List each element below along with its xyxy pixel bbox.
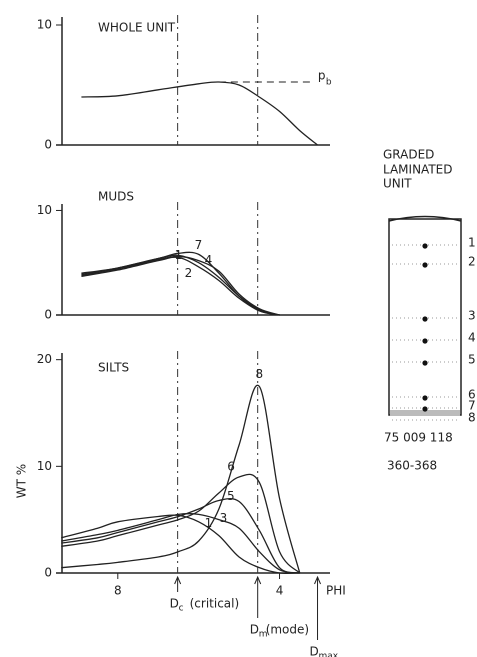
sample-dot [422,338,428,344]
curve-label: 6 [227,460,235,474]
sample-dot [422,360,428,366]
y-axis-label: WT % [15,464,29,498]
y-tick-label: 10 [37,18,52,32]
sample-id: 75 009 118 [384,431,453,445]
curve-label: 4 [205,253,213,267]
x-axis-label: PHI [326,584,346,598]
curve [61,514,300,575]
marker-note: (mode) [266,623,309,637]
curve-label: 2 [185,266,193,280]
curve [61,513,300,574]
sample-title: UNIT [383,177,412,191]
sample-interval: 360-368 [387,459,437,473]
marker-sub: m [259,630,268,640]
curve [81,255,280,316]
marker-sub: max [319,652,339,657]
y-tick-label: 10 [37,203,52,217]
curve [81,251,280,316]
curve-label: 5 [227,489,235,503]
sample-dot [422,316,428,322]
y-tick-label: 10 [37,459,52,473]
sample-dot [422,395,428,401]
marker-sub: c [179,604,184,614]
x-tick-label: 8 [114,584,122,598]
curve-label: 1 [205,516,213,530]
panel-title: MUDS [98,190,134,204]
curve [61,384,301,574]
sample-title: GRADED [383,148,434,162]
sample-title: LAMINATED [383,163,452,177]
marker-symbol: D [170,597,179,611]
layer-label: 2 [468,255,476,269]
marker-symbol: D [310,645,319,657]
arrow-head [314,575,321,585]
sample-dot [422,262,428,268]
y-tick-label: 0 [44,566,52,580]
curve [81,256,280,316]
curve-label: 1 [175,248,183,262]
layer-label: 3 [468,309,476,323]
curve [81,81,318,146]
layer-label: 6 [468,388,476,402]
layer-label: 8 [468,411,476,425]
arrow-head [254,575,262,585]
layer-label: 1 [468,236,476,250]
y-tick-label: 20 [37,352,52,366]
marker-symbol: D [250,623,259,637]
marker-note: (critical) [190,597,240,611]
layer-label: 7 [468,399,476,413]
y-tick-label: 0 [44,308,52,322]
core-top [388,215,462,222]
curve [61,498,300,574]
y-tick-label: 0 [44,138,52,152]
sample-dot [422,406,428,412]
sample-dot [422,243,428,249]
curve [61,473,301,574]
curve-label: 8 [255,367,263,381]
arrow-head [174,575,182,585]
curve-label: 7 [195,238,203,252]
pb-sub: b [326,78,332,88]
core-base [390,410,460,416]
x-tick-label: 4 [276,584,284,598]
pb-symbol: p [318,69,326,83]
layer-label: 5 [468,353,476,367]
panel-title: WHOLE UNIT [98,21,176,35]
panel-title: SILTS [98,361,129,375]
curve-label: 3 [220,511,228,525]
layer-label: 4 [468,331,476,345]
